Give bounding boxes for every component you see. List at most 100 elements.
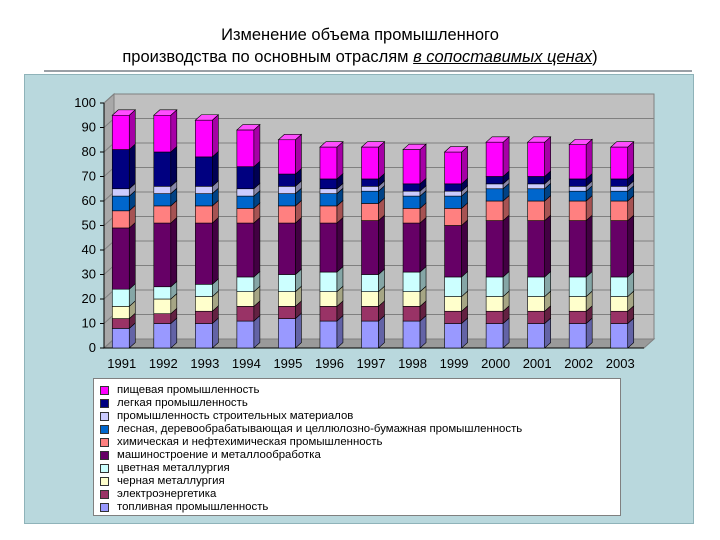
bar-segment bbox=[319, 306, 338, 322]
title-divider bbox=[44, 70, 692, 72]
bar-top bbox=[526, 136, 552, 143]
bar-segment bbox=[402, 320, 421, 349]
title-line-2: производства по основным отраслям в сопо… bbox=[0, 46, 720, 68]
bar-segment bbox=[236, 188, 255, 197]
bar-segment bbox=[527, 323, 545, 349]
bar-segment bbox=[361, 190, 379, 204]
y-tick-label: 80 bbox=[82, 144, 96, 159]
bar-segment bbox=[485, 183, 504, 190]
bar-segment bbox=[195, 193, 213, 207]
bar-segment bbox=[278, 186, 296, 194]
bar-segment bbox=[485, 176, 504, 185]
bar-segment bbox=[402, 222, 421, 273]
y-tick-label: 30 bbox=[82, 267, 96, 282]
bar-segment bbox=[361, 220, 379, 275]
bar-segment bbox=[361, 320, 379, 349]
bar-segment bbox=[402, 291, 421, 307]
bar-segment bbox=[485, 296, 504, 312]
bar-segment bbox=[402, 306, 421, 322]
chart-legend: пищевая промышленность легкая промышленно… bbox=[93, 378, 621, 516]
bar-segment-side bbox=[336, 216, 344, 273]
bar-segment bbox=[236, 291, 255, 307]
bar-segment bbox=[361, 186, 379, 192]
bar-segment bbox=[568, 186, 587, 192]
bar-segment bbox=[444, 310, 462, 324]
bar-segment bbox=[568, 296, 587, 312]
bar-segment bbox=[195, 283, 213, 297]
y-tick-label: 70 bbox=[82, 169, 96, 184]
legend-item: промышленность строительных материалов bbox=[100, 410, 353, 422]
bar-segment bbox=[195, 296, 213, 312]
bar-segment bbox=[485, 200, 504, 221]
bar-segment bbox=[485, 141, 504, 177]
bar-segment bbox=[319, 320, 338, 349]
bar-segment bbox=[610, 186, 629, 192]
bar-segment bbox=[153, 313, 172, 324]
legend-item: химическая и нефтехимическая промышленно… bbox=[100, 436, 382, 448]
bar-segment bbox=[278, 173, 296, 187]
bar-segment-side bbox=[461, 219, 468, 278]
bar-segment bbox=[278, 139, 296, 175]
bar-segment-side bbox=[295, 216, 302, 276]
bar-segment bbox=[568, 310, 587, 324]
bar-segment bbox=[319, 178, 338, 190]
y-tick-label: 10 bbox=[82, 316, 96, 331]
y-tick-label: 0 bbox=[89, 340, 96, 355]
bar-segment bbox=[444, 225, 462, 278]
legend-swatch bbox=[100, 502, 109, 512]
bar-segment bbox=[278, 193, 296, 207]
bar-segment bbox=[361, 178, 379, 187]
bar-segment bbox=[485, 276, 504, 297]
bar-segment bbox=[278, 205, 296, 224]
bar-segment bbox=[153, 323, 172, 349]
bar-segment bbox=[111, 288, 130, 307]
bar-segment bbox=[610, 323, 629, 349]
bar-segment bbox=[444, 323, 462, 349]
title-line-1: Изменение объема промышленного bbox=[221, 26, 499, 44]
bar-segment bbox=[402, 208, 421, 224]
legend-item: электроэнергетика bbox=[100, 488, 216, 500]
legend-label: цветная металлургия bbox=[117, 462, 230, 474]
bar-segment bbox=[236, 166, 255, 190]
legend-item: топливная промышленность bbox=[100, 501, 268, 513]
bar-segment-side bbox=[212, 150, 219, 187]
bar-segment bbox=[610, 220, 629, 278]
bar-top bbox=[277, 134, 303, 141]
bar-segment bbox=[319, 271, 338, 292]
legend-label: пищевая промышленность bbox=[117, 384, 260, 396]
bar-segment-side bbox=[585, 138, 593, 180]
legend-item: лесная, деревообрабатывающая и целлюлозн… bbox=[100, 423, 522, 435]
bar-segment bbox=[153, 222, 172, 288]
bar-segment bbox=[111, 195, 130, 212]
bar-top bbox=[402, 143, 427, 150]
gridline-depth bbox=[103, 93, 115, 104]
bar-segment bbox=[236, 276, 255, 292]
bar-segment bbox=[195, 310, 213, 324]
bar-segment-side bbox=[253, 216, 261, 278]
bar-segment bbox=[111, 149, 130, 190]
bar-segment bbox=[278, 291, 296, 307]
bar-top bbox=[568, 138, 593, 145]
y-tick-label: 50 bbox=[82, 218, 96, 233]
bar-segment bbox=[111, 114, 130, 150]
bar-segment bbox=[610, 310, 629, 324]
bar-segment bbox=[485, 220, 504, 278]
bar-segment bbox=[527, 188, 545, 202]
bar-segment bbox=[278, 274, 296, 292]
bar-segment-side bbox=[128, 109, 136, 151]
title-line-2-underlined: в сопоставимых ценах bbox=[413, 48, 593, 66]
bar-segment bbox=[236, 222, 255, 278]
bar-segment bbox=[153, 151, 172, 187]
bar-segment-side bbox=[212, 216, 219, 285]
bar-segment bbox=[236, 320, 255, 349]
bar-segment-side bbox=[295, 133, 302, 175]
bar-segment bbox=[361, 203, 379, 221]
bar-segment bbox=[153, 298, 172, 314]
bar-segment-side bbox=[378, 214, 385, 276]
bar-segment bbox=[319, 222, 338, 273]
x-tick-label: 2001 bbox=[523, 356, 552, 371]
legend-item: легкая промышленность bbox=[100, 397, 248, 409]
legend-label: черная металлургия bbox=[117, 475, 225, 487]
bar-segment bbox=[195, 222, 213, 285]
